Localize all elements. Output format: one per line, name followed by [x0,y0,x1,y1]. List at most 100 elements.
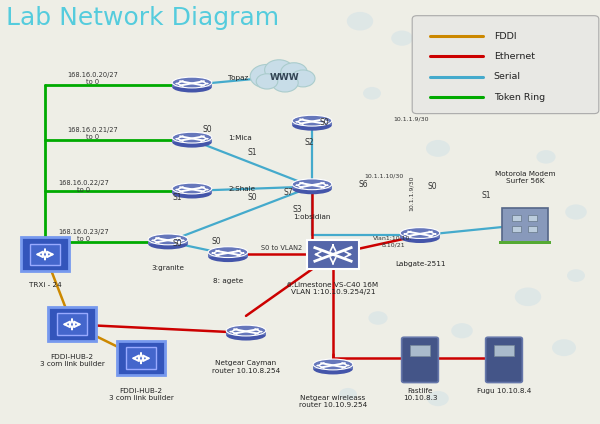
Text: 168.16.0.21/27
to 0: 168.16.0.21/27 to 0 [68,127,118,140]
FancyBboxPatch shape [226,331,266,335]
Circle shape [451,323,473,338]
FancyBboxPatch shape [29,243,61,265]
Circle shape [515,287,541,306]
Text: 8: agete: 8: agete [213,278,243,284]
Text: Motorola Modem
Surfer 56K: Motorola Modem Surfer 56K [495,171,555,184]
Circle shape [339,388,357,401]
Text: 168.16.0.20/27
to 0: 168.16.0.20/27 to 0 [68,72,118,85]
Circle shape [551,54,577,73]
Text: S0: S0 [319,118,329,128]
Text: WWW: WWW [270,73,300,82]
Ellipse shape [226,330,266,340]
Circle shape [468,34,492,51]
Circle shape [368,311,388,325]
Ellipse shape [148,234,188,245]
FancyBboxPatch shape [117,341,165,375]
FancyBboxPatch shape [21,237,69,271]
Text: 2:Shale: 2:Shale [228,186,255,192]
Text: S0: S0 [211,237,221,246]
Circle shape [435,19,453,32]
Circle shape [565,204,587,220]
Circle shape [426,140,450,157]
Ellipse shape [172,82,212,92]
Text: 1:obsidian: 1:obsidian [293,214,331,220]
Ellipse shape [172,188,212,198]
FancyBboxPatch shape [172,189,212,193]
Text: 10.1.1.9/30: 10.1.1.9/30 [409,175,413,211]
Text: 10.1.1.10/30: 10.1.1.10/30 [364,173,404,179]
Ellipse shape [400,228,440,238]
Text: Lab Network Diagram: Lab Network Diagram [6,6,279,31]
FancyBboxPatch shape [56,313,88,335]
Text: Ethernet: Ethernet [494,52,535,61]
Circle shape [256,74,278,89]
Ellipse shape [313,359,353,370]
Ellipse shape [292,184,332,194]
Text: Fastlife
10.10.8.3: Fastlife 10.10.8.3 [403,388,437,401]
FancyBboxPatch shape [528,226,537,232]
Text: Topaz: Topaz [228,75,248,81]
FancyBboxPatch shape [512,215,521,220]
Ellipse shape [226,325,266,336]
Ellipse shape [292,120,332,131]
FancyBboxPatch shape [292,121,332,125]
Text: S0: S0 [427,182,437,191]
FancyBboxPatch shape [172,83,212,87]
Text: S6: S6 [358,180,368,189]
Text: TRXi - 24: TRXi - 24 [29,282,61,288]
Text: S1: S1 [481,190,491,200]
Text: Serial: Serial [494,72,521,81]
FancyBboxPatch shape [172,138,212,142]
FancyBboxPatch shape [307,240,359,269]
FancyBboxPatch shape [148,240,188,244]
Ellipse shape [172,137,212,148]
Circle shape [291,70,315,87]
FancyBboxPatch shape [313,365,353,369]
Text: S3: S3 [292,205,302,215]
Circle shape [567,269,585,282]
FancyBboxPatch shape [499,241,551,244]
FancyBboxPatch shape [48,307,96,341]
Text: 10.1.1.9/30: 10.1.1.9/30 [393,116,429,121]
FancyBboxPatch shape [485,337,523,382]
Text: FDDI: FDDI [494,31,517,41]
Ellipse shape [148,239,188,249]
FancyBboxPatch shape [528,215,537,220]
Text: Vlan1:10.10.
8.10/21: Vlan1:10.10. 8.10/21 [373,236,413,247]
Circle shape [391,31,413,46]
Ellipse shape [172,77,212,88]
Text: Labgate-2511: Labgate-2511 [395,261,445,267]
Circle shape [536,150,556,164]
Text: 3:granite: 3:granite [152,265,185,271]
FancyBboxPatch shape [125,347,157,369]
Ellipse shape [400,232,440,243]
Ellipse shape [208,251,248,262]
Circle shape [363,87,381,100]
FancyBboxPatch shape [208,252,248,257]
Text: S0 to VLAN2: S0 to VLAN2 [262,245,302,251]
Ellipse shape [313,364,353,374]
Circle shape [481,98,503,114]
FancyBboxPatch shape [512,226,521,232]
FancyBboxPatch shape [400,233,440,237]
FancyBboxPatch shape [494,346,514,356]
Ellipse shape [292,115,332,126]
Text: 1:Mica: 1:Mica [228,135,252,141]
Circle shape [250,64,284,88]
Circle shape [552,339,576,356]
Circle shape [347,12,373,31]
Circle shape [272,73,298,92]
Ellipse shape [208,247,248,257]
Text: FDDI-HUB-2
3 com link builder: FDDI-HUB-2 3 com link builder [109,388,173,401]
Circle shape [427,391,449,406]
Text: S1: S1 [172,192,182,202]
Text: S0: S0 [172,239,182,248]
Text: S1: S1 [247,148,257,157]
FancyBboxPatch shape [502,209,548,243]
Circle shape [281,63,307,81]
Ellipse shape [172,183,212,194]
Text: 168.16.0.23/27
to 0: 168.16.0.23/27 to 0 [59,229,109,242]
FancyBboxPatch shape [401,337,439,382]
Text: 168.16.0.22/27
to 0: 168.16.0.22/27 to 0 [59,180,109,193]
Text: S7: S7 [283,188,293,198]
